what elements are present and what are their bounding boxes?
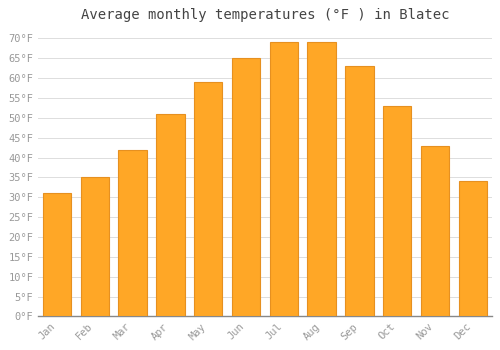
Bar bbox=[308, 42, 336, 316]
Bar bbox=[270, 42, 298, 316]
Bar bbox=[80, 177, 109, 316]
Bar bbox=[383, 106, 412, 316]
Bar bbox=[232, 58, 260, 316]
Bar bbox=[194, 82, 222, 316]
Bar bbox=[458, 181, 487, 316]
Title: Average monthly temperatures (°F ) in Blatec: Average monthly temperatures (°F ) in Bl… bbox=[80, 8, 449, 22]
Bar bbox=[156, 114, 184, 316]
Bar bbox=[421, 146, 449, 316]
Bar bbox=[345, 66, 374, 316]
Bar bbox=[118, 149, 147, 316]
Bar bbox=[43, 193, 72, 316]
